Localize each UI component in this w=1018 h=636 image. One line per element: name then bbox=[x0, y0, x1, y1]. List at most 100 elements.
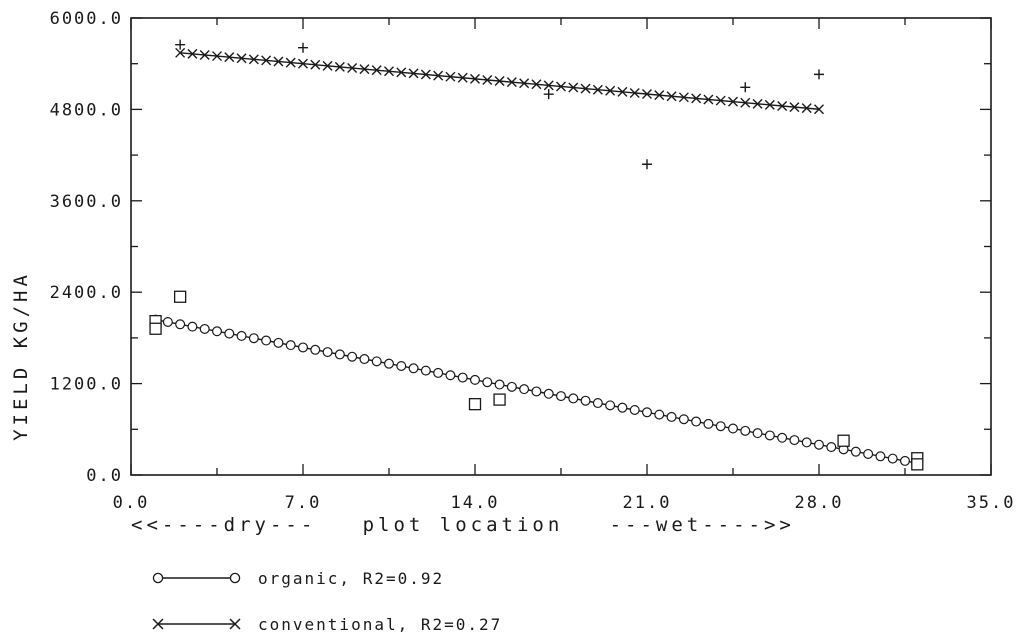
circle-marker bbox=[543, 388, 554, 399]
circle-marker bbox=[691, 416, 702, 427]
x-marker bbox=[814, 104, 824, 115]
x-marker bbox=[494, 76, 505, 87]
x-marker bbox=[470, 73, 480, 84]
circle-marker bbox=[629, 404, 640, 415]
x-marker bbox=[531, 79, 542, 90]
x-marker bbox=[592, 84, 603, 95]
x-marker bbox=[175, 47, 186, 58]
square-marker bbox=[911, 458, 924, 471]
circle-marker bbox=[850, 446, 861, 457]
circle-marker bbox=[162, 316, 173, 327]
x-marker bbox=[580, 83, 591, 94]
circle-marker bbox=[727, 423, 738, 434]
legend-label-organic: organic, R2=0.92 bbox=[258, 569, 444, 588]
circle-marker bbox=[482, 377, 493, 388]
circle-marker bbox=[580, 395, 591, 406]
x-marker bbox=[556, 81, 566, 92]
x-marker bbox=[629, 87, 640, 98]
x-marker bbox=[445, 71, 456, 82]
plus-marker bbox=[175, 39, 186, 50]
x-marker bbox=[605, 85, 616, 96]
circle-marker bbox=[212, 326, 223, 337]
legend-label-conventional: conventional, R2=0.27 bbox=[258, 615, 502, 634]
y-tick-label: 0.0 bbox=[86, 466, 123, 486]
x-axis-title: <<----dry--- plot location ---wet---->> bbox=[131, 514, 795, 536]
circle-marker bbox=[666, 411, 677, 422]
square-marker bbox=[149, 322, 162, 335]
circle-marker bbox=[470, 374, 481, 385]
x-marker bbox=[310, 59, 321, 70]
circle-marker bbox=[605, 400, 616, 411]
circle-marker bbox=[519, 384, 530, 395]
y-tick-label: 2400.0 bbox=[50, 283, 123, 303]
circle-marker bbox=[457, 372, 468, 383]
x-marker bbox=[752, 98, 763, 109]
fit-lines bbox=[150, 47, 923, 469]
x-marker bbox=[728, 96, 738, 107]
circle-marker bbox=[752, 428, 763, 439]
x-marker bbox=[384, 66, 394, 77]
legend-item-conventional: conventional, R2=0.27 bbox=[152, 615, 502, 634]
x-marker bbox=[703, 94, 714, 105]
x-marker bbox=[433, 70, 444, 81]
circle-marker bbox=[777, 432, 788, 443]
y-tick-label: 1200.0 bbox=[50, 375, 123, 395]
x-marker bbox=[678, 92, 689, 103]
circle-marker bbox=[298, 342, 309, 353]
x-tick-labels: 0.0 7.0 14.0 21.0 28.0 35.0 bbox=[113, 493, 1014, 513]
x-marker bbox=[457, 72, 468, 83]
x-marker bbox=[322, 60, 333, 71]
x-marker bbox=[212, 51, 222, 62]
x-marker bbox=[642, 89, 652, 100]
circle-marker bbox=[224, 328, 235, 339]
circle-marker bbox=[740, 425, 751, 436]
square-marker bbox=[468, 398, 482, 411]
circle-marker bbox=[617, 402, 628, 413]
x-marker bbox=[273, 56, 284, 67]
x-marker bbox=[740, 97, 751, 108]
plus-marker bbox=[543, 89, 554, 100]
y-tick-label: 6000.0 bbox=[50, 9, 123, 29]
x-marker bbox=[359, 64, 370, 75]
circle-marker bbox=[789, 435, 800, 446]
circle-marker bbox=[445, 370, 456, 381]
square-marker bbox=[493, 393, 506, 406]
circle-marker bbox=[764, 430, 775, 441]
circle-marker bbox=[899, 455, 910, 466]
circle-marker bbox=[384, 358, 395, 369]
x-marker bbox=[371, 65, 382, 76]
circle-marker bbox=[654, 409, 665, 420]
x-marker bbox=[298, 58, 308, 69]
circle-marker bbox=[703, 418, 714, 429]
x-marker bbox=[199, 49, 210, 60]
circle-marker bbox=[396, 360, 407, 371]
circle-marker bbox=[826, 442, 837, 453]
x-marker bbox=[764, 99, 775, 110]
circle-marker bbox=[187, 321, 198, 332]
y-tick-label: 3600.0 bbox=[50, 192, 123, 212]
circle-marker bbox=[494, 379, 505, 390]
circle-marker bbox=[236, 330, 247, 341]
circle-marker bbox=[531, 386, 542, 397]
x-marker bbox=[543, 80, 554, 91]
circle-marker bbox=[568, 393, 579, 404]
x-marker bbox=[187, 48, 198, 59]
x-marker bbox=[715, 95, 726, 106]
circle-marker bbox=[715, 421, 726, 432]
x-marker bbox=[224, 52, 235, 63]
legend-item-organic: organic, R2=0.92 bbox=[152, 569, 444, 588]
plus-marker bbox=[642, 159, 652, 170]
x-marker bbox=[420, 69, 431, 80]
x-marker bbox=[654, 90, 665, 101]
legend: organic, R2=0.92 conventional, R2=0.27 bbox=[152, 569, 502, 634]
circle-marker bbox=[261, 335, 272, 346]
circle-marker bbox=[334, 349, 345, 360]
x-tick-label: 7.0 bbox=[285, 493, 322, 513]
circle-marker bbox=[875, 451, 886, 462]
circle-marker bbox=[555, 391, 566, 402]
x-marker bbox=[482, 74, 493, 85]
circle-marker bbox=[887, 453, 898, 464]
observed-points bbox=[149, 39, 924, 471]
x-tick-label: 21.0 bbox=[623, 493, 672, 513]
